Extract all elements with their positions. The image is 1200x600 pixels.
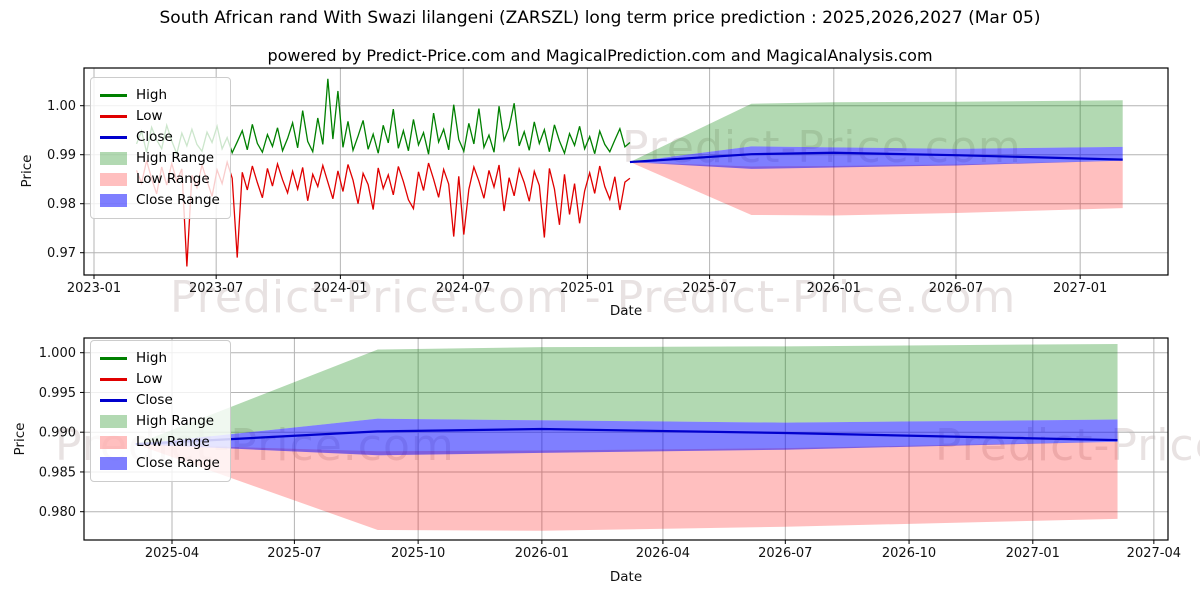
x-tick-label: 2025-01 (560, 281, 614, 296)
low-range-swatch (100, 436, 127, 449)
legend-item-label: Low Range (136, 433, 210, 450)
legend-item-label: Low Range (136, 170, 210, 187)
x-tick-label: 2026-07 (929, 281, 983, 296)
close-range-swatch (100, 194, 127, 207)
legend-top-chart: High Low Close High Range Low Range Close Ran… (90, 77, 231, 219)
legend-item-label: Close Range (136, 454, 220, 471)
y-tick-label: 0.97 (47, 246, 76, 261)
low-swatch (100, 115, 127, 118)
x-tick-label: 2026-07 (758, 546, 812, 561)
legend-item-low: Low (100, 369, 220, 390)
x-tick-label: 2026-10 (882, 546, 936, 561)
high-range-swatch (100, 152, 127, 165)
x-tick-label: 2023-07 (189, 281, 243, 296)
legend-item-low: Low (100, 106, 220, 127)
legend-item-high: High (100, 348, 220, 369)
close-range-swatch (100, 457, 127, 470)
x-tick-label: 2027-01 (1053, 281, 1107, 296)
legend-item-label: High (136, 86, 168, 103)
close-line (135, 427, 1118, 446)
y-axis-label: Price (19, 155, 35, 188)
legend-item-label: Low (136, 107, 163, 124)
close-line (629, 151, 1123, 164)
watermark-between-charts: Predict-Price.com - Predict-Price.com (170, 272, 1017, 323)
high-swatch (100, 357, 127, 360)
legend-item-high-range: High Range (100, 411, 220, 432)
chart-title: South African rand With Swazi lilangeni … (159, 8, 1041, 28)
y-tick-label: 0.980 (39, 505, 76, 520)
plot-forecast-detail: 2025-04 2025-07 2025-10 2026-01 2026-04 2026-… (12, 337, 1181, 585)
chart-subtitle: powered by Predict-Price.com and Magical… (267, 46, 933, 65)
close-range-band (629, 146, 1123, 169)
x-tick-label: 2024-01 (313, 281, 367, 296)
legend-item-close-range: Close Range (100, 453, 220, 474)
high-range-band (135, 343, 1118, 445)
legend-item-close: Close (100, 390, 220, 411)
high-range-band (629, 100, 1123, 163)
low-range-band (135, 441, 1118, 531)
legend-item-label: Close Range (136, 191, 220, 208)
y-tick-label: 0.985 (39, 465, 76, 480)
legend-bottom-chart: High Low Close High Range Low Range Close Ran… (90, 340, 231, 482)
high-swatch (100, 94, 127, 97)
plot-border (83, 337, 1169, 541)
low-range-swatch (100, 173, 127, 186)
legend-item-close-range: Close Range (100, 190, 220, 211)
legend-item-label: High Range (136, 412, 215, 429)
close-swatch (100, 136, 127, 139)
x-axis-label: Date (610, 303, 642, 319)
x-tick-label: 2027-01 (1006, 546, 1060, 561)
legend-item-high: High (100, 85, 220, 106)
y-tick-label: 1.00 (47, 99, 76, 114)
high-range-swatch (100, 415, 127, 428)
y-tick-label: 1.000 (39, 346, 76, 361)
y-axis-label: Price (12, 423, 28, 456)
x-tick-label: 2024-07 (436, 281, 490, 296)
legend-item-label: High Range (136, 149, 215, 166)
legend-item-high-range: High Range (100, 148, 220, 169)
x-tick-label: 2025-04 (145, 546, 199, 561)
close-range-band (135, 418, 1118, 456)
legend-item-close: Close (100, 127, 220, 148)
plot-border (83, 67, 1169, 276)
close-swatch (100, 399, 127, 402)
x-tick-label: 2025-10 (391, 546, 445, 561)
y-tick-label: 0.990 (39, 426, 76, 441)
y-tick-label: 0.98 (47, 197, 76, 212)
legend-item-label: Low (136, 370, 163, 387)
legend-item-low-range: Low Range (100, 169, 220, 190)
x-tick-label: 2025-07 (682, 281, 736, 296)
y-tick-label: 0.99 (47, 148, 76, 163)
y-tick-label: 0.995 (39, 386, 76, 401)
legend-item-label: Close (136, 128, 173, 145)
legend-item-low-range: Low Range (100, 432, 220, 453)
x-tick-label: 2026-01 (807, 281, 861, 296)
x-tick-label: 2023-01 (67, 281, 121, 296)
x-tick-label: 2025-07 (267, 546, 321, 561)
x-tick-label: 2027-04 (1127, 546, 1181, 561)
x-axis-label: Date (610, 569, 642, 585)
x-tick-label: 2026-01 (515, 546, 569, 561)
low-swatch (100, 378, 127, 381)
low-range-band (629, 160, 1123, 216)
legend-item-label: Close (136, 391, 173, 408)
legend-item-label: High (136, 349, 168, 366)
x-tick-label: 2026-04 (636, 546, 690, 561)
